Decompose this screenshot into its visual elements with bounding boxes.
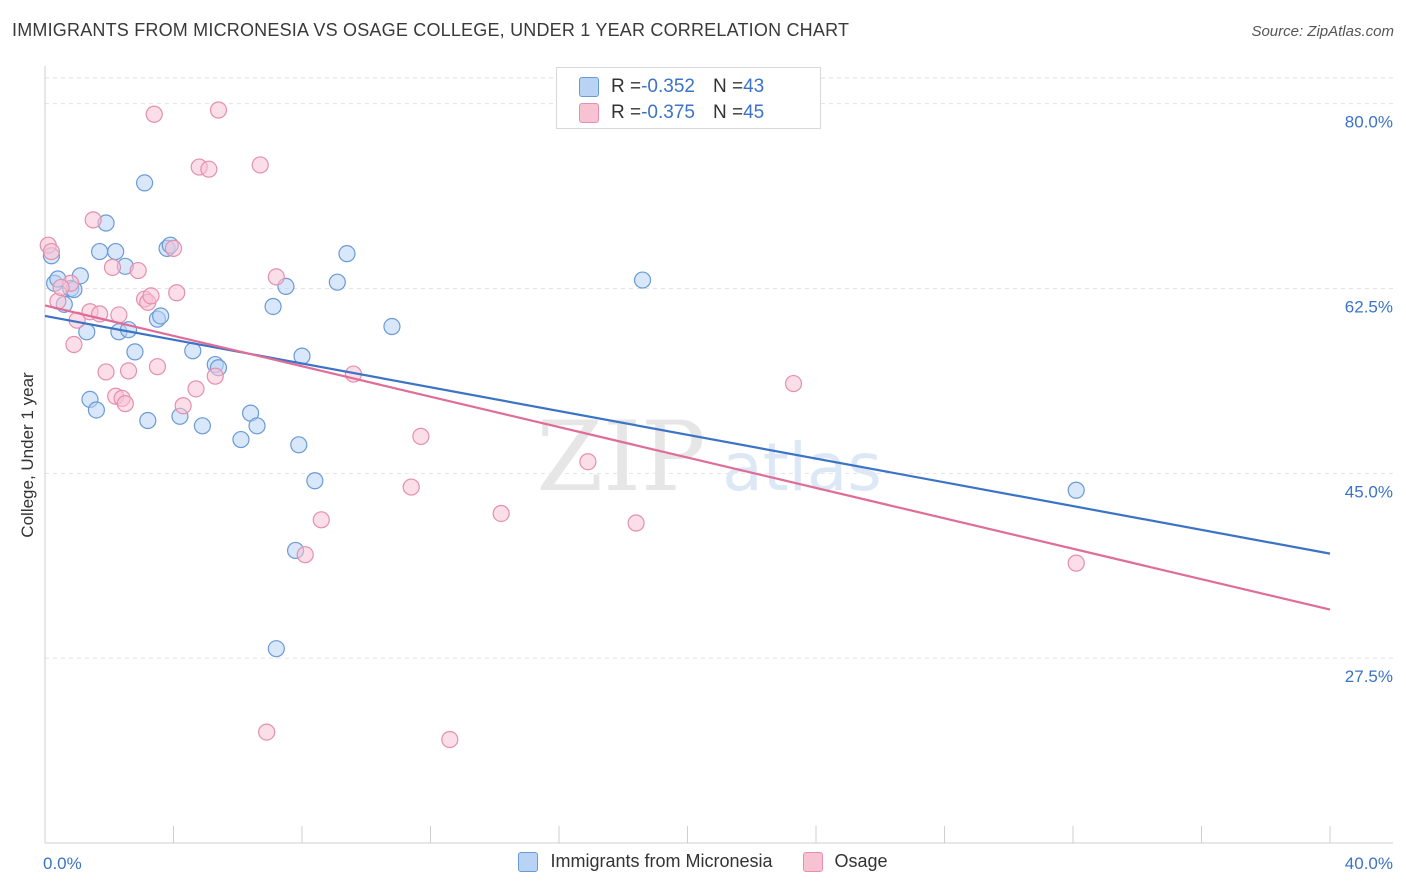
tick-labels: 27.5% 45.0% 62.5% 80.0% 0.0% 40.0% (43, 113, 1393, 873)
data-points (39, 101, 1085, 749)
micronesia-point (633, 271, 652, 289)
osage-point (206, 367, 224, 385)
micronesia-point (248, 417, 266, 435)
micronesia-point (91, 242, 109, 261)
legend-item-micronesia[interactable]: Immigrants from Micronesia (518, 851, 773, 872)
micronesia-point (264, 297, 282, 316)
micronesia-point (267, 640, 285, 658)
micronesia-point (328, 273, 346, 291)
micronesia-point (306, 472, 324, 490)
osage-point (103, 258, 122, 276)
trend-lines (44, 304, 1331, 611)
chart-title: IMMIGRANTS FROM MICRONESIA VS OSAGE COLL… (12, 20, 850, 40)
watermark-atlas: atlas (722, 429, 882, 506)
micronesia-point (126, 343, 144, 361)
osage-trend-line (44, 304, 1331, 611)
stats-n-label: N = (712, 76, 744, 97)
micronesia-point (290, 436, 308, 454)
osage-point (441, 730, 459, 749)
osage-point (627, 514, 645, 532)
stats-r-label: R = (611, 102, 642, 123)
legend-swatch-pink (802, 851, 823, 872)
osage-point (1067, 554, 1085, 572)
osage-point (784, 374, 803, 393)
stats-n-label: N = (712, 102, 744, 123)
micronesia-point (87, 401, 106, 419)
micronesia-point (1067, 481, 1085, 499)
legend-label-osage: Osage (834, 851, 888, 871)
micronesia-point (383, 317, 401, 336)
series-legend: Immigrants from Micronesia Osage (0, 851, 1406, 872)
source-label: Source: ZipAtlas.com (1251, 23, 1394, 40)
osage-point (129, 261, 147, 280)
osage-point (251, 156, 269, 174)
osage-point (119, 362, 138, 380)
osage-point (84, 211, 102, 229)
osage-point (492, 504, 510, 523)
stats-legend: R = -0.352 N = 43 R = -0.375 N = 45 (556, 67, 821, 129)
osage-point (65, 335, 83, 354)
stats-row-pink: R = -0.375 N = 45 (579, 102, 764, 124)
stats-r-label: R = (611, 76, 642, 97)
osage-point (142, 287, 160, 305)
osage-point (148, 358, 167, 376)
osage-point (187, 380, 205, 398)
grid-lines (45, 77, 1393, 659)
osage-point (164, 239, 183, 257)
legend-swatch-blue (518, 851, 539, 872)
axes (44, 66, 1393, 844)
osage-point (402, 478, 420, 496)
osage-point (168, 284, 186, 302)
micronesia-point (135, 174, 154, 192)
stats-r-value: -0.352 (641, 76, 695, 97)
stats-swatch-pink (579, 103, 599, 123)
osage-point (145, 105, 163, 123)
osage-point (296, 546, 314, 564)
x-tick-label: 40.0% (1345, 854, 1393, 873)
osage-point (579, 453, 597, 471)
y-tick-label: 62.5% (1345, 298, 1393, 317)
osage-point (267, 268, 285, 286)
osage-point (116, 395, 134, 413)
osage-point (52, 278, 70, 297)
stats-swatch-blue (579, 77, 599, 97)
y-tick-label: 27.5% (1345, 667, 1393, 686)
micronesia-point (107, 242, 125, 261)
osage-point (42, 242, 61, 261)
osage-point (412, 427, 430, 445)
osage-point (209, 101, 228, 119)
watermark: ZIP atlas (536, 401, 881, 513)
stats-r-value: -0.375 (641, 102, 695, 123)
micronesia-point (338, 245, 356, 263)
stats-n-value: 43 (743, 76, 765, 97)
micronesia-point (232, 430, 250, 449)
micronesia-point (152, 307, 170, 325)
x-tick-label: 0.0% (43, 854, 82, 873)
y-tick-label: 45.0% (1345, 482, 1393, 501)
stats-n-value: 45 (743, 102, 765, 123)
osage-point (312, 511, 330, 529)
legend-item-osage[interactable]: Osage (802, 851, 888, 872)
osage-point (200, 160, 218, 178)
osage-point (258, 723, 276, 741)
osage-point (97, 363, 115, 381)
y-tick-label: 80.0% (1345, 113, 1393, 132)
watermark-zip: ZIP (536, 401, 705, 513)
osage-point (174, 397, 192, 415)
legend-label-micronesia: Immigrants from Micronesia (550, 851, 773, 871)
stats-row-blue: R = -0.352 N = 43 (579, 76, 764, 98)
micronesia-point (193, 417, 212, 435)
micronesia-point (139, 411, 157, 430)
